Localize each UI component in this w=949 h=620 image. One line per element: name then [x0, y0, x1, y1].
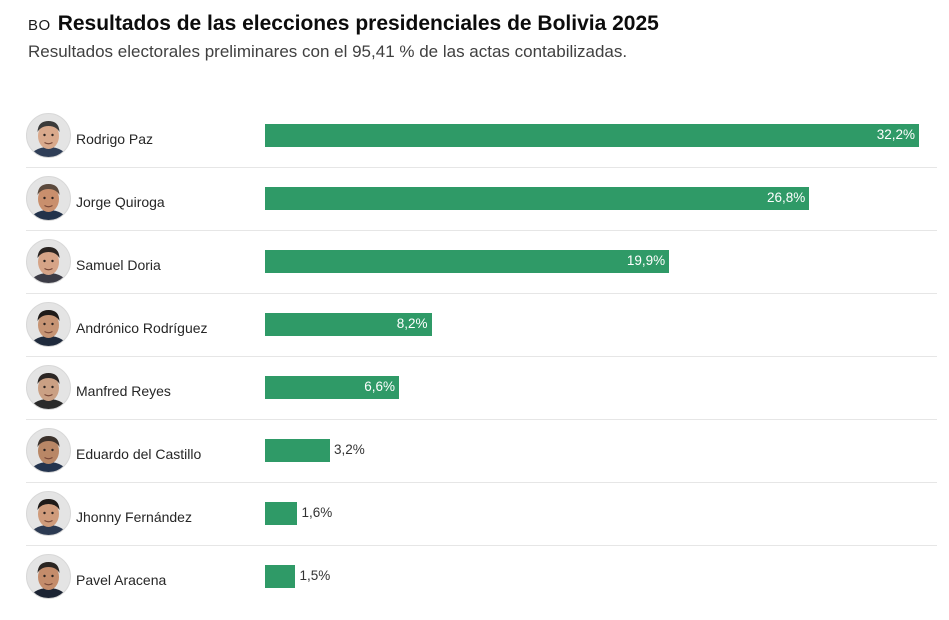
candidate-name: Rodrigo Paz — [76, 131, 154, 147]
result-value-label: 19,9% — [626, 253, 666, 268]
candidate-name: Jorge Quiroga — [76, 194, 165, 210]
row-divider — [26, 356, 937, 357]
candidate-row: Eduardo del Castillo 3,2% — [26, 419, 937, 482]
result-value-label: 32,2% — [876, 127, 915, 142]
candidate-name: Manfred Reyes — [76, 383, 171, 399]
candidate-row: Samuel Doria 19,9% — [26, 230, 937, 293]
candidate-row: Pavel Aracena 1,5% — [26, 545, 937, 608]
candidate-photo-icon — [26, 113, 71, 158]
candidate-photo-icon — [26, 176, 71, 221]
candidate-name: Jhonny Fernández — [76, 509, 192, 525]
result-bar — [265, 439, 330, 462]
result-value-label: 1,6% — [301, 505, 333, 520]
candidate-photo-icon — [26, 302, 71, 347]
row-divider — [26, 293, 937, 294]
candidate-name: Eduardo del Castillo — [76, 446, 202, 462]
row-divider — [26, 545, 937, 546]
candidate-row: Jorge Quiroga 26,8% — [26, 167, 937, 230]
chart-subtitle: Resultados electorales preliminares con … — [28, 42, 628, 61]
candidate-row: Rodrigo Paz 32,2% — [26, 104, 937, 167]
row-divider — [26, 167, 937, 168]
candidate-row: Andrónico Rodríguez 8,2% — [26, 293, 937, 356]
result-value-label: 8,2% — [396, 316, 428, 331]
candidate-row: Jhonny Fernández 1,6% — [26, 482, 937, 545]
candidate-name: Pavel Aracena — [76, 572, 167, 588]
result-bar — [265, 502, 298, 525]
country-code: BO — [28, 17, 51, 34]
result-bar — [265, 376, 400, 399]
candidate-photo-icon — [26, 554, 71, 599]
candidate-name: Samuel Doria — [76, 257, 161, 273]
candidate-photo-icon — [26, 239, 71, 284]
result-value-label: 26,8% — [767, 190, 806, 205]
candidate-row: Manfred Reyes 6,6% — [26, 356, 937, 419]
result-bar — [265, 187, 810, 210]
result-value-label: 1,5% — [299, 568, 331, 583]
row-divider — [26, 419, 937, 420]
candidate-photo-icon — [26, 365, 71, 410]
result-value-label: 6,6% — [364, 379, 396, 394]
result-bar — [265, 565, 296, 588]
candidate-photo-icon — [26, 491, 71, 536]
chart-header: BO Resultados de las elecciones presiden… — [28, 12, 929, 62]
title-line: BO Resultados de las elecciones presiden… — [28, 12, 929, 36]
result-bar — [265, 124, 919, 147]
row-divider — [26, 230, 937, 231]
chart-title: Resultados de las elecciones presidencia… — [57, 12, 659, 35]
candidate-photo-icon — [26, 428, 71, 473]
result-bar — [265, 250, 670, 273]
row-divider — [26, 482, 937, 483]
result-bar — [265, 313, 432, 336]
result-value-label: 3,2% — [333, 442, 365, 457]
candidate-name: Andrónico Rodríguez — [76, 320, 208, 336]
